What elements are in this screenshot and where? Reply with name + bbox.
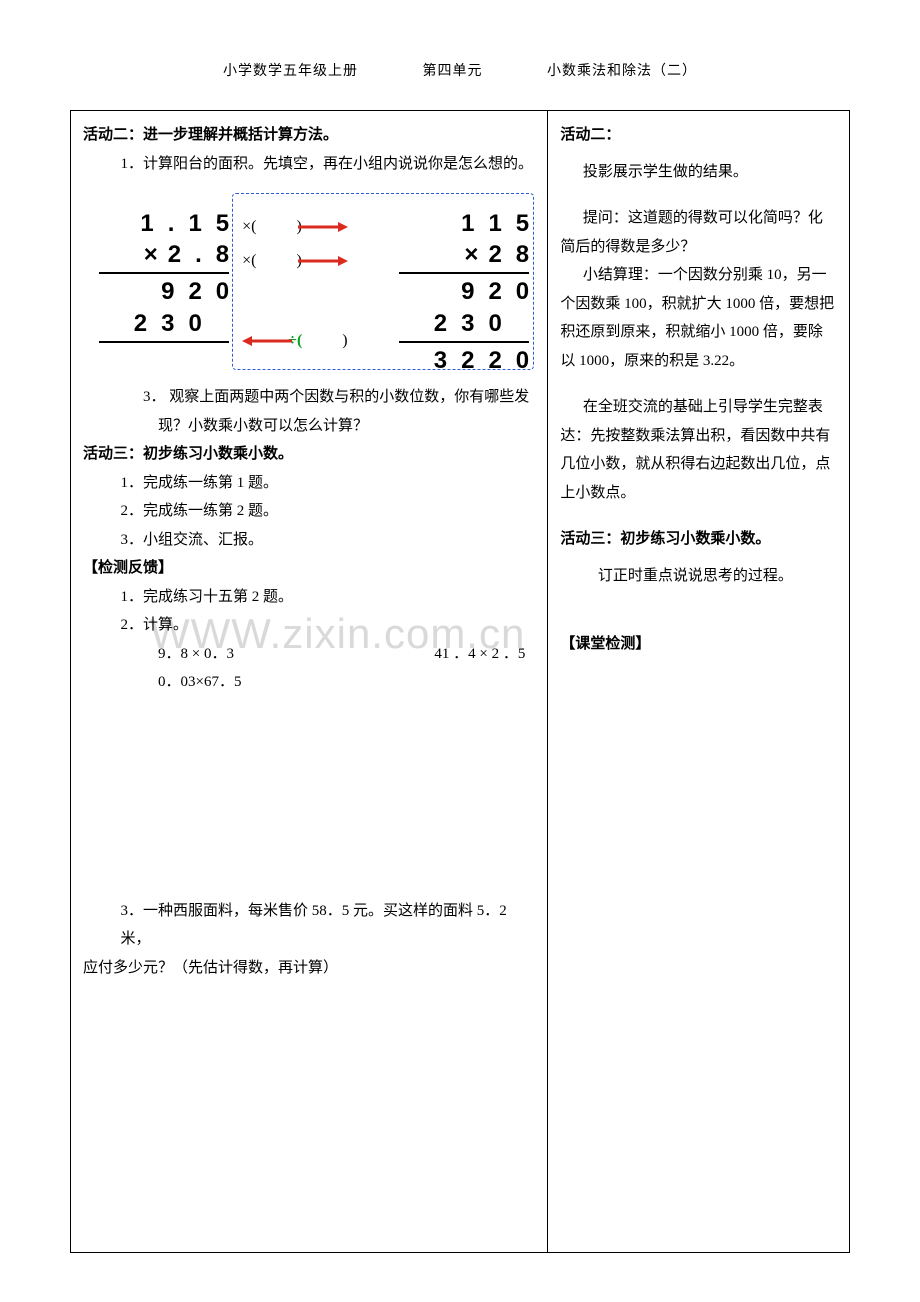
multiplication-diagram: 1.15 ×2.8 920 2300 115 ×28 920 2300: [89, 193, 529, 368]
right-act3-title: 活动三：初步练习小数乘小数。: [560, 525, 837, 554]
arrow-row-3: ÷( ): [242, 327, 384, 355]
right-classroom-title: 【课堂检测】: [560, 630, 837, 659]
activity2-q3a: 3． 观察上面两题中两个因数与积的小数位数，你有哪些发: [83, 383, 535, 412]
arrow3-label-close: ): [342, 326, 347, 356]
arrow2-label-open: ×(: [242, 246, 256, 276]
activity2-q1: 1．计算阳台的面积。先填空，再在小组内说说你是怎么想的。: [83, 150, 535, 179]
calc-left-r2: ×2.8: [89, 239, 229, 270]
right-act2-p2: 提问：这道题的得数可以化简吗？化简后的得数是多少？: [560, 204, 837, 261]
arrow-area: ×( ) ×( ): [242, 213, 384, 361]
calc-left-r4: 2300: [89, 308, 229, 339]
calc-left-r3: 920: [89, 276, 229, 307]
content-table: 活动二：进一步理解并概括计算方法。 1．计算阳台的面积。先填空，再在小组内说说你…: [70, 110, 850, 1253]
arrow1-label-open: ×(: [242, 212, 256, 242]
page-header: 小学数学五年级上册 第四单元 小数乘法和除法（二）: [70, 60, 850, 80]
header-mid: 第四单元: [423, 64, 483, 79]
arrow1-icon: [298, 220, 348, 234]
arrow-row-1: ×( ): [242, 213, 384, 241]
calc-expr-2: 41 ．4 × 2 ．5: [434, 640, 525, 669]
calc-expr-1: 9．8 × 0．3: [83, 640, 234, 669]
calc-left-block: 1.15 ×2.8 920 2300: [89, 208, 229, 345]
left-column: 活动二：进一步理解并概括计算方法。 1．计算阳台的面积。先填空，再在小组内说说你…: [71, 111, 548, 1253]
feedback-i1: 1．完成练习十五第 2 题。: [83, 583, 535, 612]
right-act3-p1: 订正时重点说说思考的过程。: [560, 562, 837, 591]
calc-right-r5: 3220: [389, 345, 529, 376]
right-act2-p1: 投影展示学生做的结果。: [560, 158, 837, 187]
activity2-q3b: 现？小数乘小数可以怎么计算？: [83, 412, 535, 441]
feedback-i2: 2．计算。: [83, 611, 535, 640]
activity3-i3: 3．小组交流、汇报。: [83, 526, 535, 555]
right-act2-p3: 小结算理：一个因数分别乘 10，另一个因数乘 100，积就扩大 1000 倍，要…: [560, 261, 837, 375]
feedback-i3b: 应付多少元？（先估计得数，再计算）: [83, 954, 535, 983]
feedback-title: 【检测反馈】: [83, 554, 535, 583]
calc-left-r1: 1.15: [89, 208, 229, 239]
calc-right-r2: ×28: [389, 239, 529, 270]
header-right: 小数乘法和除法（二）: [547, 64, 697, 79]
activity3-i1: 1．完成练一练第 1 题。: [83, 469, 535, 498]
arrow3-icon: [242, 334, 292, 348]
feedback-i3a: 3．一种西服面料，每米售价 58．5 元。买这样的面料 5．2 米，: [83, 897, 535, 954]
header-left: 小学数学五年级上册: [223, 64, 358, 79]
right-act2-title: 活动二：: [560, 121, 837, 150]
calc-right-r1: 115: [389, 208, 529, 239]
activity3-i2: 2．完成练一练第 2 题。: [83, 497, 535, 526]
right-column: 活动二： 投影展示学生做的结果。 提问：这道题的得数可以化简吗？化简后的得数是多…: [548, 111, 850, 1253]
calc-right-r4: 2300: [389, 308, 529, 339]
activity3-title-left: 活动三：初步练习小数乘小数。: [83, 440, 535, 469]
activity2-title: 活动二：进一步理解并概括计算方法。: [83, 121, 535, 150]
calc-expr-3: 0．03×67．5: [83, 668, 535, 697]
calc-right-r3: 920: [389, 276, 529, 307]
calc-right-block: 115 ×28 920 2300 3220: [389, 208, 529, 376]
right-act2-p4: 在全班交流的基础上引导学生完整表达：先按整数乘法算出积，看因数中共有几位小数，就…: [560, 393, 837, 507]
arrow2-icon: [298, 254, 348, 268]
arrow-row-2: ×( ): [242, 247, 384, 275]
